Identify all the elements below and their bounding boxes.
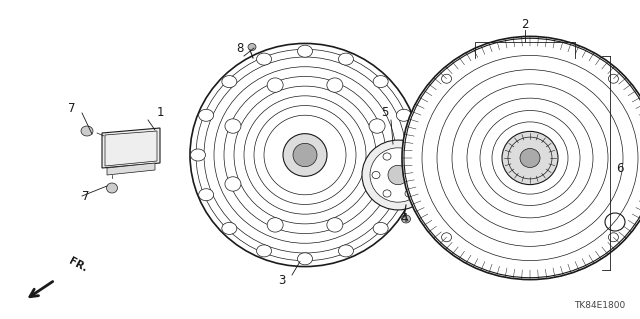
Text: TK84E1800: TK84E1800 xyxy=(573,301,625,310)
Ellipse shape xyxy=(339,245,353,257)
Text: 4: 4 xyxy=(400,211,408,225)
Ellipse shape xyxy=(383,153,391,160)
Ellipse shape xyxy=(198,109,214,121)
Ellipse shape xyxy=(373,76,388,88)
Ellipse shape xyxy=(609,74,618,83)
Ellipse shape xyxy=(370,148,426,202)
Ellipse shape xyxy=(327,78,343,92)
Text: 3: 3 xyxy=(278,275,285,287)
Ellipse shape xyxy=(383,190,391,197)
Ellipse shape xyxy=(198,189,214,201)
Ellipse shape xyxy=(369,177,385,191)
Polygon shape xyxy=(107,163,155,175)
Ellipse shape xyxy=(442,74,452,83)
Ellipse shape xyxy=(401,215,410,223)
Text: 1: 1 xyxy=(156,106,164,118)
Ellipse shape xyxy=(396,189,412,201)
Ellipse shape xyxy=(396,109,412,121)
Text: 6: 6 xyxy=(616,161,623,174)
Polygon shape xyxy=(102,128,160,168)
Ellipse shape xyxy=(362,140,434,210)
Ellipse shape xyxy=(327,218,343,232)
Ellipse shape xyxy=(502,131,558,185)
Ellipse shape xyxy=(222,222,237,234)
Ellipse shape xyxy=(416,171,424,179)
Text: 5: 5 xyxy=(381,106,388,118)
Ellipse shape xyxy=(339,53,353,65)
Ellipse shape xyxy=(257,245,271,257)
Ellipse shape xyxy=(404,149,419,161)
Ellipse shape xyxy=(248,43,256,50)
Ellipse shape xyxy=(225,177,241,191)
Ellipse shape xyxy=(283,134,327,176)
Text: FR.: FR. xyxy=(67,256,89,274)
Text: 8: 8 xyxy=(236,41,244,55)
Ellipse shape xyxy=(257,53,271,65)
Ellipse shape xyxy=(191,149,205,161)
Ellipse shape xyxy=(402,36,640,279)
Text: 7: 7 xyxy=(68,101,76,115)
Ellipse shape xyxy=(609,233,618,242)
Ellipse shape xyxy=(388,165,408,185)
Ellipse shape xyxy=(106,183,118,193)
Text: 7: 7 xyxy=(82,189,90,203)
Ellipse shape xyxy=(298,45,312,57)
Ellipse shape xyxy=(405,190,413,197)
Ellipse shape xyxy=(267,218,283,232)
Ellipse shape xyxy=(293,143,317,167)
Ellipse shape xyxy=(372,171,380,179)
Ellipse shape xyxy=(373,222,388,234)
Ellipse shape xyxy=(81,126,93,136)
Ellipse shape xyxy=(405,153,413,160)
Ellipse shape xyxy=(225,119,241,133)
Ellipse shape xyxy=(222,76,237,88)
Ellipse shape xyxy=(267,78,283,92)
Ellipse shape xyxy=(298,253,312,265)
Text: 2: 2 xyxy=(521,19,529,32)
Ellipse shape xyxy=(369,119,385,133)
Ellipse shape xyxy=(442,233,452,242)
Ellipse shape xyxy=(520,149,540,167)
